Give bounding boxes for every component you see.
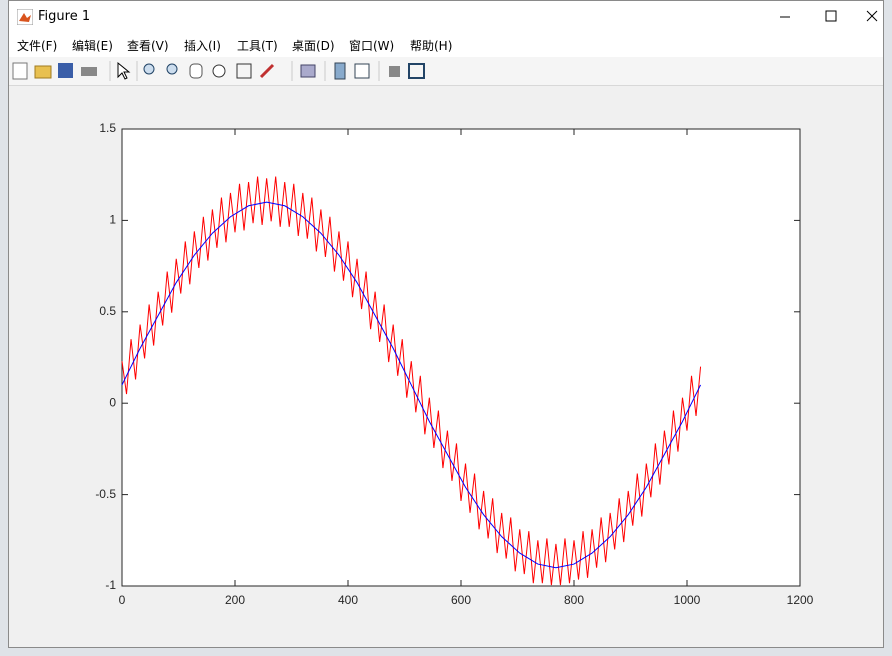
title-bar: Figure 1 bbox=[9, 1, 883, 33]
menu-item[interactable]: 插入(I) bbox=[184, 39, 221, 53]
x-tick-label: 0 bbox=[119, 593, 126, 607]
axes-box bbox=[121, 128, 801, 587]
line-series bbox=[121, 176, 702, 586]
menu-item[interactable]: 工具(T) bbox=[237, 39, 278, 53]
menu-item[interactable]: 窗口(W) bbox=[349, 39, 395, 53]
menu-item[interactable]: 查看(V) bbox=[127, 39, 169, 53]
x-tick-label: 200 bbox=[225, 593, 245, 607]
menu-item[interactable]: 编辑(E) bbox=[72, 39, 113, 53]
menu-bar: 文件(F) 编辑(E) 查看(V) 插入(I) 工具(T) 桌面(D) 窗口(W) 帮助(H) bbox=[9, 33, 883, 57]
x-tick-label: 600 bbox=[451, 593, 471, 607]
matlab-icon bbox=[17, 9, 33, 25]
y-tick-label: 0.5 bbox=[99, 304, 116, 318]
toolbar bbox=[9, 57, 883, 86]
y-tick-label: 1 bbox=[109, 213, 116, 227]
menu-item[interactable]: 文件(F) bbox=[17, 39, 58, 53]
x-tick-label: 800 bbox=[564, 593, 584, 607]
y-tick-label: -1 bbox=[105, 578, 116, 592]
window-title: Figure 1 bbox=[38, 9, 91, 24]
y-tick-label: 1.5 bbox=[99, 121, 116, 135]
x-tick-label: 400 bbox=[338, 593, 358, 607]
window-controls[interactable] bbox=[753, 1, 883, 33]
menu-item[interactable]: 桌面(D) bbox=[292, 39, 335, 53]
y-tick-label: -0.5 bbox=[95, 487, 116, 501]
toolbar-icons[interactable] bbox=[9, 57, 449, 85]
x-tick-label: 1000 bbox=[674, 593, 701, 607]
line-series bbox=[121, 201, 702, 569]
y-tick-label: 0 bbox=[109, 395, 116, 409]
menu-item[interactable]: 帮助(H) bbox=[410, 39, 453, 53]
x-tick-label: 1200 bbox=[787, 593, 814, 607]
